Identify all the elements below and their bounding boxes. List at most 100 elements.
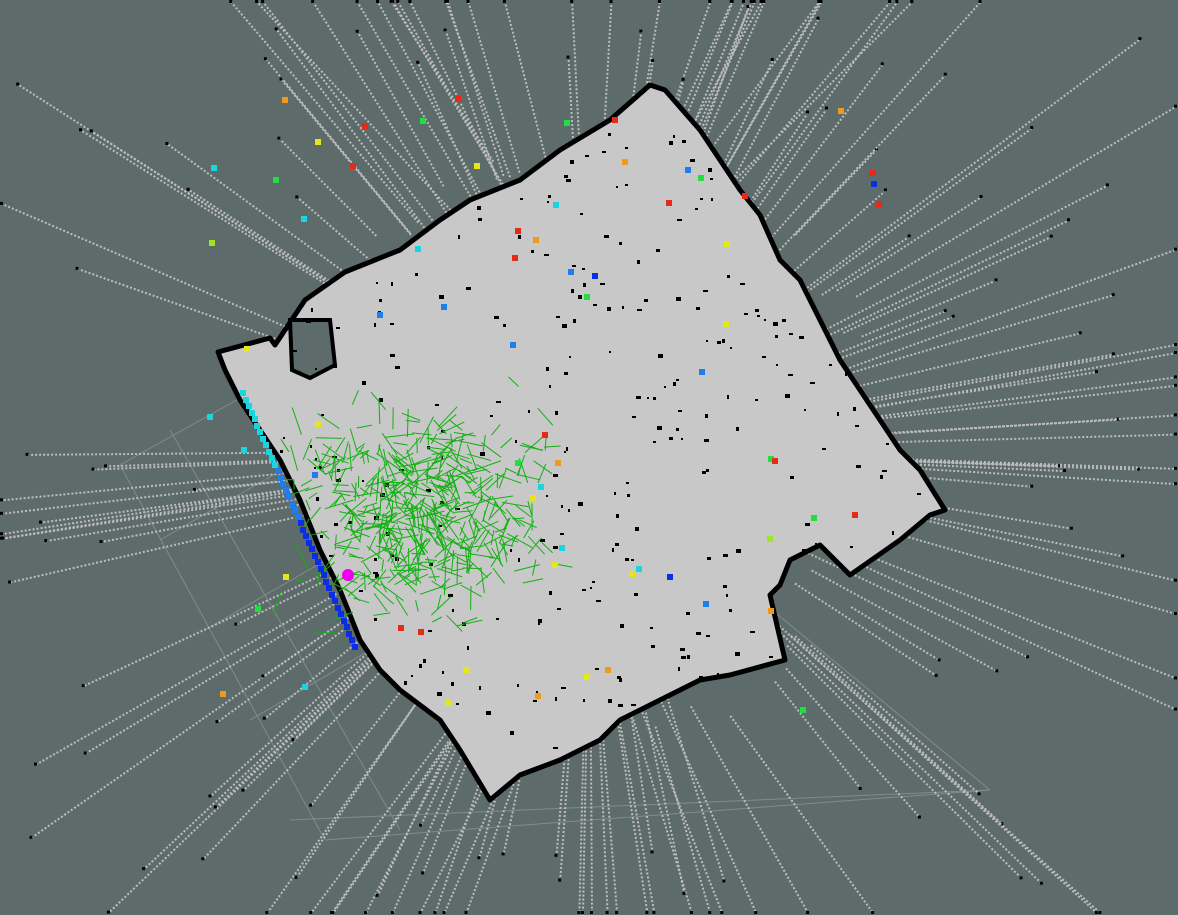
scan-ray (467, 1, 521, 173)
obstacle-cell (615, 543, 619, 546)
particle-arrow (397, 553, 410, 566)
scan-point (418, 629, 424, 635)
scan-point (349, 637, 355, 643)
particle-arrow (376, 518, 399, 524)
particle-arrow (381, 559, 384, 572)
obstacle-cell (390, 323, 394, 325)
particle-arrow (485, 473, 505, 491)
particle-arrow (355, 443, 366, 451)
scan-ray-end (722, 879, 726, 883)
particle-arrow (379, 486, 383, 517)
scan-ray-end (652, 911, 656, 914)
scan-ray-end (213, 805, 217, 809)
particle-arrow (459, 526, 469, 541)
scan-ray-end (291, 738, 295, 742)
particle-arrow (442, 516, 460, 541)
obstacle-cell (609, 351, 611, 353)
obstacle-cell (600, 283, 605, 285)
particle-arrow (349, 428, 358, 453)
particle-arrow (527, 537, 542, 555)
scan-point (510, 342, 516, 348)
obstacle-cell (533, 700, 537, 702)
scan-point (768, 456, 774, 462)
scan-ray (275, 28, 431, 235)
particle-arrow (492, 567, 505, 584)
particle-arrow (432, 616, 443, 623)
scan-ray-end (442, 911, 446, 914)
scan-ray-end (1174, 432, 1177, 436)
particle-arrow (456, 619, 483, 627)
particle-arrow (403, 491, 408, 505)
particle-arrow (487, 495, 514, 501)
obstacle-cell (549, 591, 552, 595)
particle-arrow (445, 462, 472, 479)
scan-point (295, 514, 301, 520)
particle-arrow (405, 436, 421, 455)
particle-arrow (532, 559, 537, 576)
scan-point (211, 165, 217, 171)
obstacle-cell (553, 474, 558, 477)
scan-ray-end (650, 850, 654, 854)
obstacle-cell (788, 374, 793, 376)
obstacle-cell (620, 624, 624, 628)
scan-point (584, 674, 590, 680)
scan-ray (660, 701, 758, 914)
particle-arrow (468, 495, 484, 522)
obstacle-cell (572, 265, 576, 267)
particle-arrow (443, 565, 447, 596)
particle-arrow (483, 520, 504, 534)
obstacle-cell (438, 525, 442, 527)
particle-arrow (451, 452, 470, 460)
particle-arrow (469, 528, 480, 552)
particle-arrow (420, 500, 442, 515)
particle-arrow (464, 468, 487, 475)
obstacle-cell (568, 509, 570, 512)
particle-arrow (381, 432, 398, 456)
robot-pose-marker[interactable] (342, 569, 354, 581)
obstacle-cell (750, 631, 755, 633)
particle-arrow (405, 419, 420, 423)
obstacle-cell (477, 206, 481, 210)
particle-arrow (462, 617, 478, 624)
particle-arrow (401, 412, 421, 421)
particle-arrow (373, 593, 388, 612)
scan-ray-end (806, 911, 810, 914)
scan-ray-end (979, 195, 983, 198)
scan-ray-end (752, 0, 756, 3)
scan-point (321, 572, 327, 578)
scan-ray (85, 603, 335, 755)
scan-point (243, 397, 249, 403)
obstacle-cell (540, 539, 545, 542)
obstacle-cell (494, 316, 499, 319)
scan-ray (280, 78, 412, 236)
obstacle-cell (625, 558, 629, 561)
scan-ray-end (1067, 218, 1070, 222)
particle-arrow (415, 456, 443, 465)
scan-ray-end (639, 29, 643, 33)
particle-arrow (405, 469, 409, 481)
particle-arrow (368, 535, 377, 551)
scan-ray-end (1078, 331, 1082, 335)
particle-arrow (399, 573, 417, 586)
particle-arrow (389, 568, 396, 578)
particle-arrow (433, 522, 452, 541)
scan-ray-end (708, 911, 712, 914)
obstacle-cell (336, 327, 340, 329)
obstacle-cell (776, 364, 778, 366)
scan-ray-end (1174, 351, 1177, 354)
obstacle-cell (283, 437, 285, 439)
scan-point (332, 598, 338, 604)
scan-ray (216, 617, 360, 723)
scan-ray (724, 1, 914, 191)
particle-arrow (344, 587, 361, 602)
particle-arrow (351, 390, 359, 405)
obstacle-cell (334, 523, 338, 526)
scan-point (257, 429, 263, 435)
obstacle-cell (564, 372, 568, 375)
scan-ray-end (502, 0, 506, 3)
scan-point (811, 515, 817, 521)
scan-ray-end (943, 309, 947, 313)
